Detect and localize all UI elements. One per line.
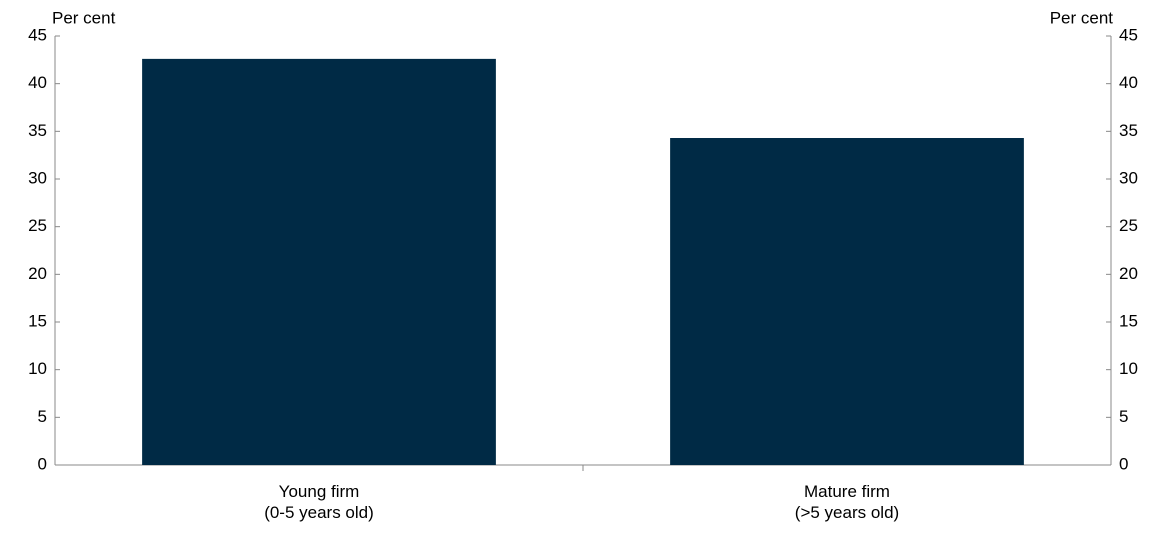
y-axis-label: Per cent [52,8,116,27]
y2-tick-label: 35 [1119,121,1138,140]
y2-tick-label: 25 [1119,216,1138,235]
y-tick-label: 5 [38,407,47,426]
bar [142,58,496,465]
y-tick-label: 35 [28,121,47,140]
y-tick-label: 20 [28,264,47,283]
y2-axis-label: Per cent [1050,8,1114,27]
y2-tick-label: 45 [1119,25,1138,44]
bar [670,138,1024,466]
y2-tick-label: 30 [1119,168,1138,187]
y2-tick-label: 40 [1119,73,1138,92]
y-tick-label: 45 [28,25,47,44]
x-tick-label: Young firm (0-5 years old) [264,482,374,522]
y-tick-label: 10 [28,359,47,378]
y-tick-label: 15 [28,311,47,330]
y2-tick-label: 5 [1119,407,1128,426]
x-tick-label: Mature firm (>5 years old) [794,482,900,522]
y2-tick-label: 15 [1119,311,1138,330]
y-tick-label: 25 [28,216,47,235]
y2-tick-label: 20 [1119,264,1138,283]
y2-tick-label: 0 [1119,454,1128,473]
y-tick-label: 40 [28,73,47,92]
y2-tick-label: 10 [1119,359,1138,378]
y-tick-label: 0 [38,454,47,473]
y-tick-label: 30 [28,168,47,187]
